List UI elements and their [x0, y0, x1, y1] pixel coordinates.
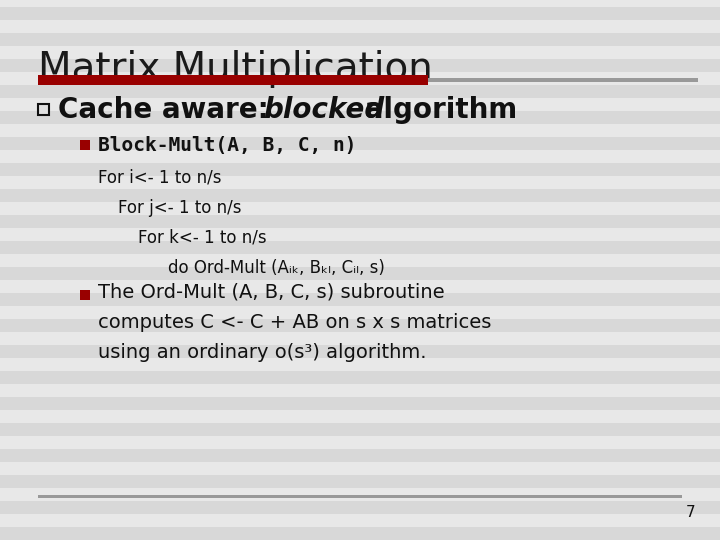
- Bar: [0, 501, 720, 514]
- Text: do Ord-Mult (Aᵢₖ, Bₖₗ, Cᵢₗ, s): do Ord-Mult (Aᵢₖ, Bₖₗ, Cᵢₗ, s): [168, 259, 385, 277]
- Bar: [0, 280, 720, 293]
- Text: Block-Mult(A, B, C, n): Block-Mult(A, B, C, n): [98, 136, 356, 154]
- Bar: [0, 72, 720, 85]
- Bar: [0, 150, 720, 163]
- Text: 7: 7: [685, 505, 695, 520]
- Bar: [0, 397, 720, 410]
- Text: For i<- 1 to n/s: For i<- 1 to n/s: [98, 169, 222, 187]
- Bar: [0, 358, 720, 371]
- Text: The Ord-Mult (A, B, C, s) subroutine: The Ord-Mult (A, B, C, s) subroutine: [98, 282, 445, 301]
- Bar: [0, 176, 720, 189]
- Text: algorithm: algorithm: [355, 96, 517, 124]
- Bar: [0, 436, 720, 449]
- Bar: [0, 33, 720, 46]
- Text: using an ordinary o(s³) algorithm.: using an ordinary o(s³) algorithm.: [98, 342, 426, 361]
- Bar: [0, 111, 720, 124]
- Bar: [0, 46, 720, 59]
- Bar: [0, 345, 720, 358]
- Bar: [0, 332, 720, 345]
- Bar: [0, 124, 720, 137]
- Bar: [0, 98, 720, 111]
- Text: For k<- 1 to n/s: For k<- 1 to n/s: [138, 229, 266, 247]
- Bar: [0, 59, 720, 72]
- Bar: [0, 228, 720, 241]
- Text: Matrix Multiplication: Matrix Multiplication: [38, 50, 433, 88]
- Text: blocked: blocked: [263, 96, 384, 124]
- Bar: [0, 215, 720, 228]
- Bar: [0, 514, 720, 527]
- Bar: [0, 137, 720, 150]
- Bar: [0, 0, 720, 7]
- Bar: [0, 488, 720, 501]
- Text: Cache aware:: Cache aware:: [58, 96, 279, 124]
- Bar: [80, 290, 90, 300]
- Bar: [80, 140, 90, 150]
- Bar: [38, 104, 49, 115]
- Bar: [0, 241, 720, 254]
- Bar: [0, 85, 720, 98]
- Bar: [0, 527, 720, 540]
- Bar: [0, 254, 720, 267]
- Bar: [0, 163, 720, 176]
- Bar: [0, 423, 720, 436]
- Bar: [0, 20, 720, 33]
- Text: For j<- 1 to n/s: For j<- 1 to n/s: [118, 199, 241, 217]
- Bar: [0, 7, 720, 20]
- Bar: [0, 462, 720, 475]
- Bar: [0, 475, 720, 488]
- Bar: [38, 495, 682, 498]
- Bar: [0, 449, 720, 462]
- Bar: [0, 319, 720, 332]
- Text: computes C <- C + AB on s x s matrices: computes C <- C + AB on s x s matrices: [98, 313, 491, 332]
- Bar: [0, 371, 720, 384]
- Bar: [0, 189, 720, 202]
- Bar: [0, 306, 720, 319]
- Bar: [0, 202, 720, 215]
- Bar: [0, 267, 720, 280]
- Bar: [0, 293, 720, 306]
- Bar: [0, 410, 720, 423]
- Bar: [38, 75, 428, 85]
- Bar: [428, 78, 698, 82]
- Bar: [0, 384, 720, 397]
